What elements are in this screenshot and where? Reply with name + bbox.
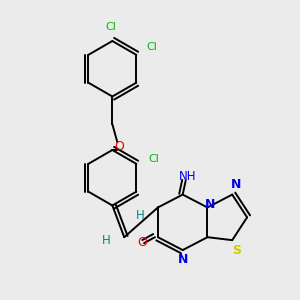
Text: H: H <box>136 209 145 222</box>
Text: NH: NH <box>179 170 196 183</box>
Text: N: N <box>178 254 188 266</box>
Text: S: S <box>232 244 241 256</box>
Text: H: H <box>102 234 111 247</box>
Text: O: O <box>137 236 147 249</box>
Text: N: N <box>205 198 216 211</box>
Text: O: O <box>114 140 124 152</box>
Text: Cl: Cl <box>147 42 158 52</box>
Text: N: N <box>231 178 242 191</box>
Text: Cl: Cl <box>149 154 160 164</box>
Text: Cl: Cl <box>105 22 116 32</box>
